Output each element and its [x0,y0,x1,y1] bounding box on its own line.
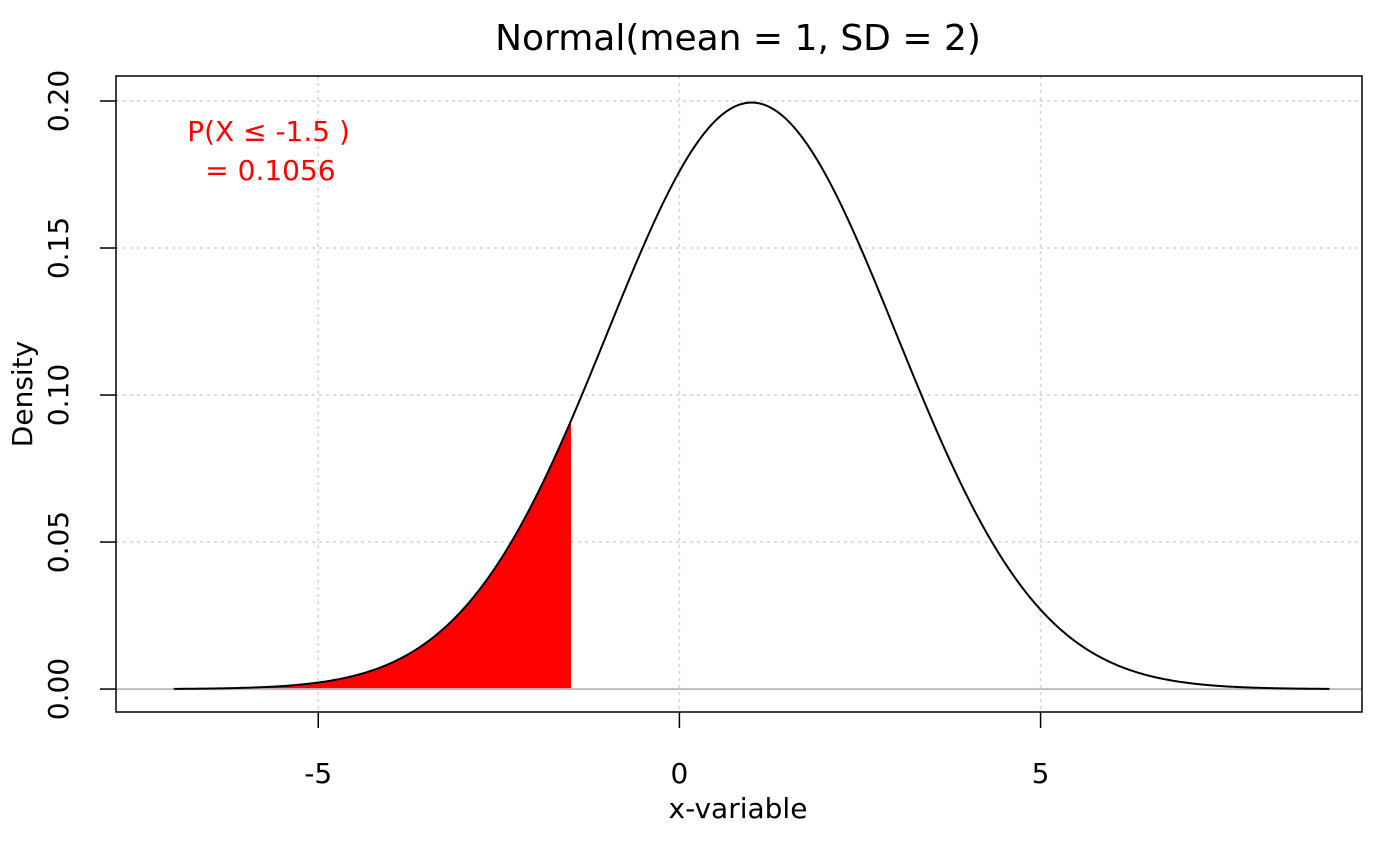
x-tick-label: 0 [670,757,688,790]
x-tick-label: 5 [1032,757,1050,790]
y-tick-label: 0.05 [42,511,75,573]
plot-data [116,101,1362,691]
y-axis-label: Density [6,341,39,447]
chart-title: Normal(mean = 1, SD = 2) [495,18,981,59]
annotation-line-2: = 0.1056 [196,154,335,187]
y-tick-label: 0.00 [42,658,75,720]
x-axis-label: x-variable [669,792,808,825]
annotation-line-1: P(X ≤ -1.5 ) [187,115,350,148]
y-tick-label: 0.15 [42,217,75,279]
y-tick-label: 0.10 [42,364,75,426]
probability-annotation: P(X ≤ -1.5 ) = 0.1056 [187,115,359,187]
axes: -5 0 5 0.00 0.05 0.10 0.15 0.20 [42,70,1049,790]
density-curve [173,101,1330,690]
x-tick-label: -5 [304,757,332,790]
plot-frame [115,75,1363,713]
shaded-probability-area [173,420,572,690]
y-tick-label: 0.20 [42,70,75,132]
